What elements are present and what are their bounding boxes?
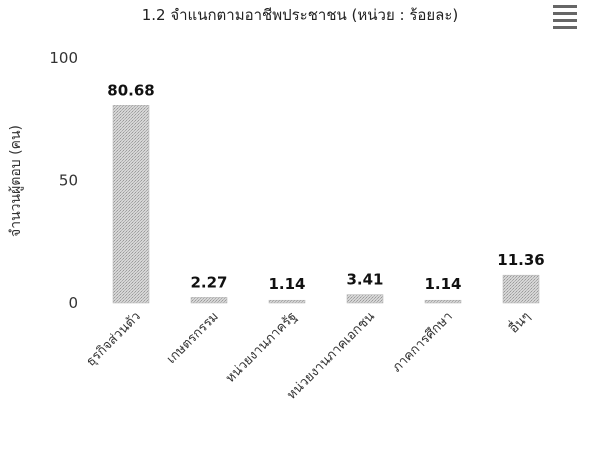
category-label: หน่วยงานภาครัฐ <box>223 309 300 386</box>
category-label: อื่นๆ <box>505 308 534 337</box>
data-label: 3.41 <box>346 271 383 289</box>
y-tick-label: 0 <box>68 294 78 312</box>
category-label: เกษตรกรรม <box>164 309 222 367</box>
bar <box>268 299 306 304</box>
bar <box>112 105 150 304</box>
bar <box>346 294 384 304</box>
data-label: 2.27 <box>190 273 227 291</box>
data-label: 80.68 <box>107 81 154 99</box>
y-tick-label: 50 <box>59 172 78 190</box>
menu-button[interactable] <box>553 5 577 29</box>
data-labels: 80.68 2.27 1.14 3.41 1.14 11.36 <box>107 81 544 293</box>
bar <box>502 274 540 304</box>
y-axis-ticks: 0 50 100 <box>49 49 78 312</box>
y-tick-label: 100 <box>49 49 78 67</box>
category-label: ธุรกิจส่วนตัว <box>84 309 144 369</box>
bar <box>424 299 462 304</box>
category-label: ภาคการศึกษา <box>390 309 456 375</box>
category-labels: ธุรกิจส่วนตัว เกษตรกรรม หน่วยงานภาครัฐหน่ว… <box>84 308 534 403</box>
hamburger-menu-icon <box>553 5 577 29</box>
category-label: หน่วยงานภาคเอกชน <box>284 309 378 403</box>
bar <box>190 297 228 304</box>
data-label: 1.14 <box>424 275 461 293</box>
data-label: 1.14 <box>268 275 305 293</box>
y-axis-label: จำนวนผู้ตอบ (คน) <box>8 125 24 237</box>
bars <box>112 105 540 304</box>
chart-title: 1.2 จำแนกตามอาชีพประชาชน (หน่วย : ร้อยละ… <box>142 6 459 24</box>
data-label: 11.36 <box>497 251 544 269</box>
